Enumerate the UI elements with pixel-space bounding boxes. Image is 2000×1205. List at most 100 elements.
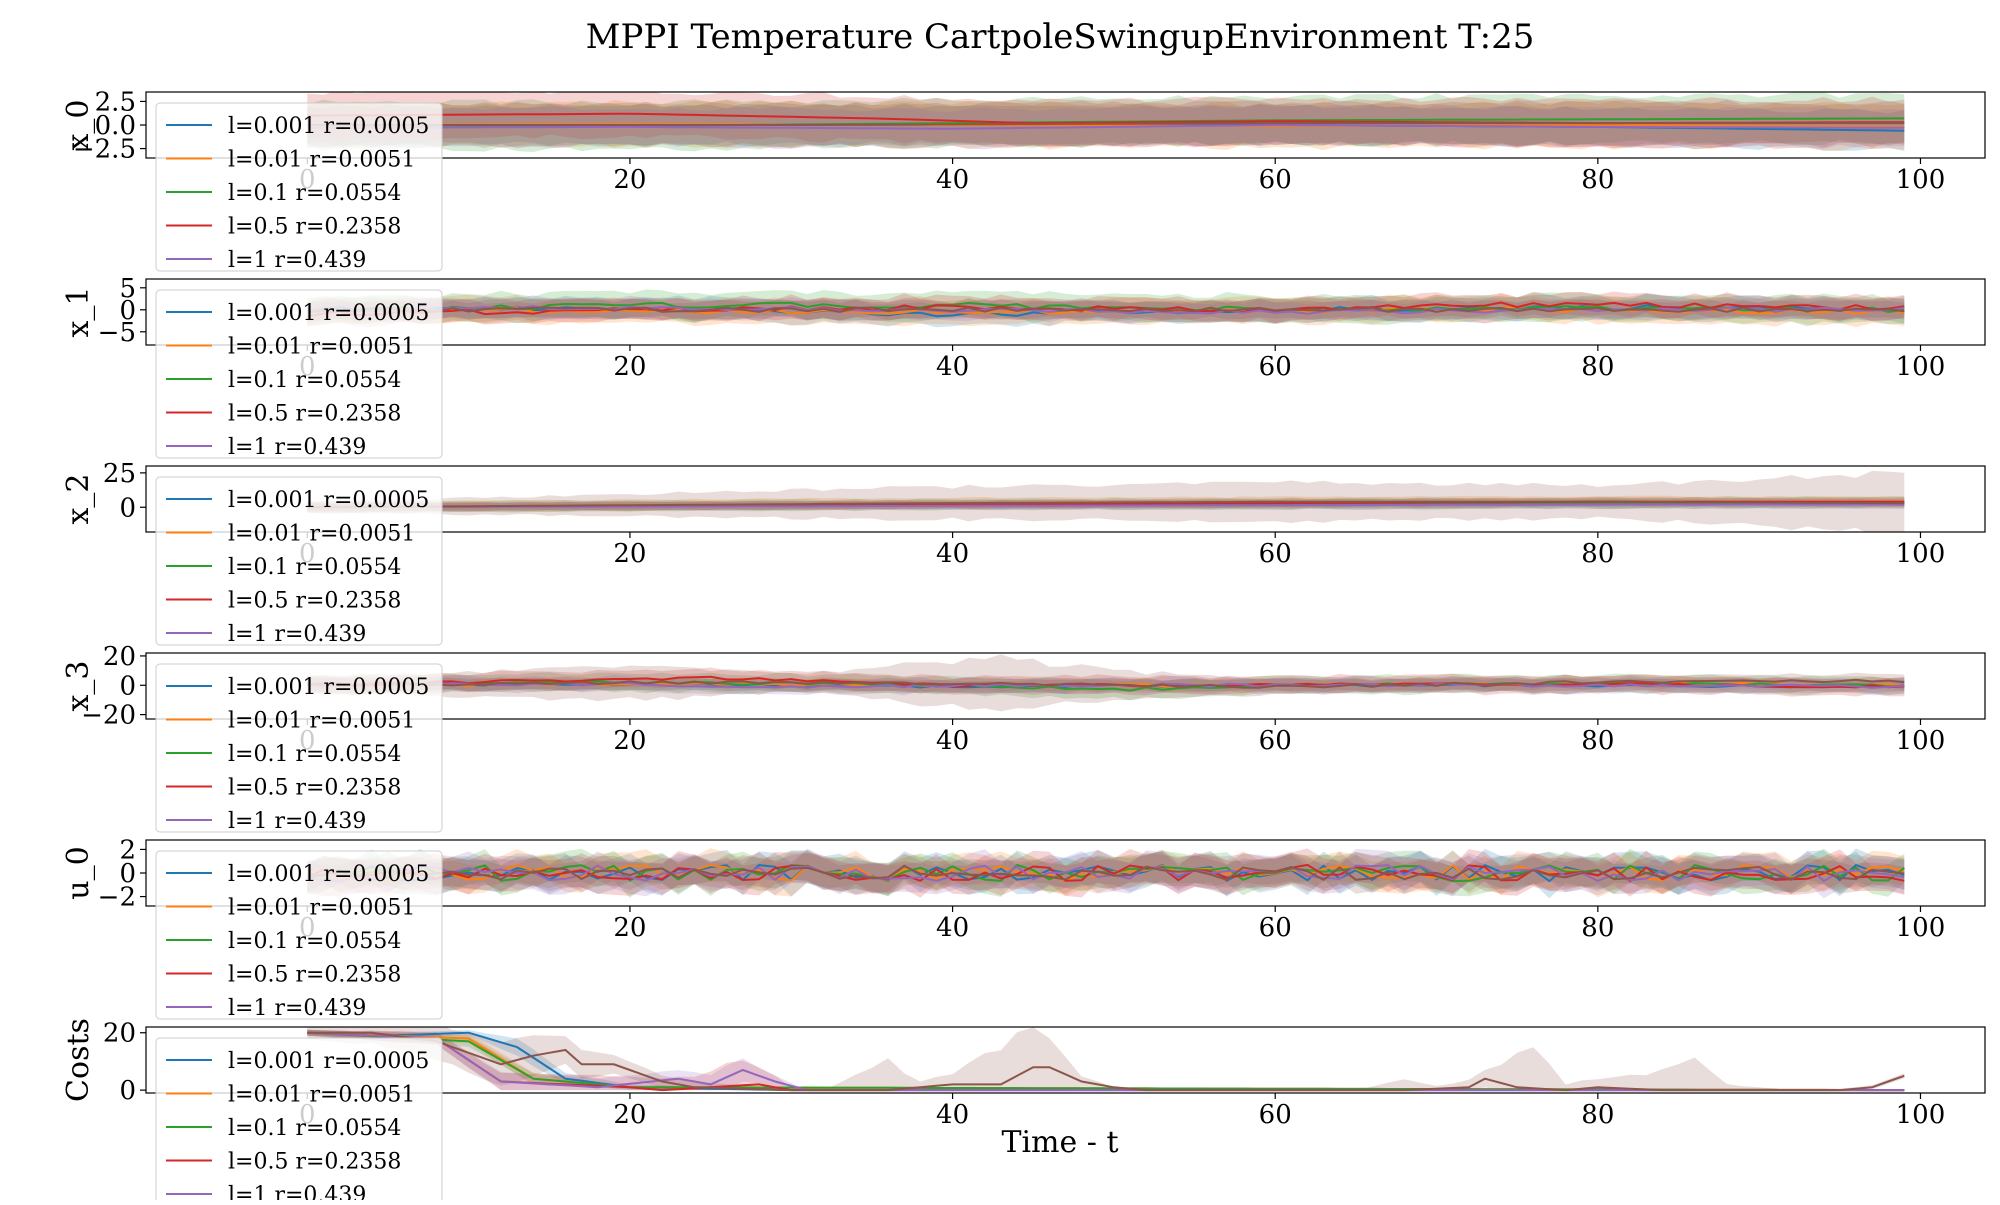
series-line-l=1 r=0.439 [307, 1031, 1905, 1092]
x-tick-label: 80 [1581, 913, 1614, 943]
series-line-extra [307, 864, 1905, 882]
series-line-extra [307, 1031, 1905, 1092]
legend-label: l=0.5 r=0.2358 [228, 1150, 401, 1175]
legend-label: l=0.001 r=0.0005 [228, 1049, 429, 1074]
y-tick-label: 25 [103, 459, 136, 489]
x-tick-label: 80 [1581, 1100, 1614, 1130]
y-tick-label: −5 [98, 318, 136, 348]
x-tick-label: 60 [1259, 1100, 1292, 1130]
x-tick-label: 60 [1259, 726, 1292, 756]
legend-label: l=0.1 r=0.0554 [228, 555, 401, 580]
legend-label: l=0.1 r=0.0554 [228, 1116, 401, 1141]
legend-label: l=1 r=0.439 [228, 996, 366, 1021]
series-line-l=0.1 r=0.0554 [307, 863, 1905, 883]
plot-area [307, 1027, 1905, 1092]
legend-label: l=1 r=0.439 [228, 435, 366, 460]
legend-label: l=0.01 r=0.0051 [228, 709, 415, 734]
subplot-x_1: 02040608010050−5x_1l=0.001 r=0.0005l=0.0… [61, 274, 1986, 460]
x-tick-label: 100 [1896, 165, 1946, 195]
plot-area [307, 654, 1905, 712]
axes-frame [145, 652, 1986, 720]
x-tick-label: 40 [936, 165, 969, 195]
band-l=0.5 r=0.2358 [307, 1029, 1905, 1091]
series-line-extra [307, 306, 1905, 314]
legend-box [155, 289, 443, 459]
x-tick-label: 60 [1259, 165, 1292, 195]
y-axis-label: u_0 [61, 846, 96, 899]
band-l=0.1 r=0.0554 [307, 1029, 1905, 1091]
legend: l=0.001 r=0.0005 l=0.01 r=0.0051 l=0.1 r=0… [155, 102, 443, 273]
x-tick-label: 40 [936, 1100, 969, 1130]
legend: l=0.001 r=0.0005 l=0.01 r=0.0051 l=0.1 r=0… [155, 850, 443, 1021]
axes-frame [145, 1026, 1986, 1094]
series-line-l=1 r=0.439 [307, 503, 1905, 509]
y-tick-label: −2 [98, 883, 136, 913]
x-tick-label: 20 [613, 352, 646, 382]
legend-label: l=0.5 r=0.2358 [228, 215, 401, 240]
x-tick-label: 60 [1259, 539, 1292, 569]
legend-label: l=1 r=0.439 [228, 248, 366, 273]
subplot-x_2: 020406080100250x_2l=0.001 r=0.0005l=0.01… [61, 459, 1986, 647]
legend-label: l=0.001 r=0.0005 [228, 862, 429, 887]
axes-frame [145, 465, 1986, 533]
x-tick-label: 80 [1581, 539, 1614, 569]
x-tick-label: 80 [1581, 726, 1614, 756]
x-tick-label: 20 [613, 913, 646, 943]
x-tick-label: 40 [936, 726, 969, 756]
x-tick-label: 20 [613, 1100, 646, 1130]
subplot-u_0: 02040608010020−2u_0l=0.001 r=0.0005l=0.0… [61, 835, 1986, 1021]
x-tick-label: 60 [1259, 913, 1292, 943]
legend-box [155, 476, 443, 646]
legend-label: l=0.01 r=0.0051 [228, 1083, 415, 1108]
subplot-x_3: 020406080100200−20x_3l=0.001 r=0.0005l=0… [61, 642, 1986, 834]
series-line-extra [307, 122, 1905, 126]
legend-label: l=0.5 r=0.2358 [228, 776, 401, 801]
y-tick-label: 0 [119, 296, 136, 326]
y-tick-label: 0 [119, 671, 136, 701]
y-tick-label: 2.5 [95, 87, 136, 117]
y-axis-label: Costs [61, 1018, 96, 1102]
legend-label: l=0.5 r=0.2358 [228, 402, 401, 427]
chart-title: MPPI Temperature CartpoleSwingupEnvironm… [586, 17, 1535, 57]
plot-area [307, 289, 1905, 328]
legend: l=0.001 r=0.0005 l=0.01 r=0.0051 l=0.1 r=0… [155, 289, 443, 460]
band-l=0.5 r=0.2358 [307, 667, 1905, 697]
y-tick-label: −2.5 [73, 135, 136, 165]
x-tick-label: 40 [936, 913, 969, 943]
band-extra [307, 470, 1905, 532]
y-axis-label: x_3 [61, 660, 96, 711]
legend-label: l=0.1 r=0.0554 [228, 368, 401, 393]
band-l=0.01 r=0.0051 [307, 1030, 1905, 1091]
x-tick-label: 20 [613, 726, 646, 756]
x-axis-label: Time - t [1001, 1125, 1118, 1160]
plot-area [307, 470, 1905, 532]
legend-box [155, 102, 443, 272]
y-tick-label: 20 [103, 1019, 136, 1049]
legend: l=0.001 r=0.0005 l=0.01 r=0.0051 l=0.1 r=0… [155, 1037, 443, 1205]
series-line-extra [307, 678, 1905, 689]
subplot-panels: 0204060801002.50.0−2.5x_0l=0.001 r=0.000… [61, 87, 1986, 1205]
legend-label: l=0.001 r=0.0005 [228, 675, 429, 700]
y-tick-label: 5 [119, 274, 136, 304]
legend-label: l=0.1 r=0.0554 [228, 929, 401, 954]
y-tick-label: 2 [119, 835, 136, 865]
x-tick-label: 20 [613, 165, 646, 195]
x-tick-label: 80 [1581, 352, 1614, 382]
y-axis-label: x_2 [61, 473, 96, 524]
band-extra [307, 654, 1905, 712]
plot-area [307, 92, 1905, 152]
y-tick-label: 0 [119, 1076, 136, 1106]
y-tick-label: 0 [119, 859, 136, 889]
legend-label: l=0.5 r=0.2358 [228, 589, 401, 614]
legend-box [155, 850, 443, 1020]
y-tick-label: 0 [119, 493, 136, 523]
x-tick-label: 100 [1896, 726, 1946, 756]
x-tick-label: 40 [936, 539, 969, 569]
series-line-extra [307, 500, 1905, 509]
series-line-l=1 r=0.439 [307, 864, 1905, 883]
legend-label: l=0.1 r=0.0554 [228, 181, 401, 206]
y-tick-label: −20 [81, 701, 136, 731]
legend-label: l=0.001 r=0.0005 [228, 301, 429, 326]
legend-label: l=0.1 r=0.0554 [228, 742, 401, 767]
